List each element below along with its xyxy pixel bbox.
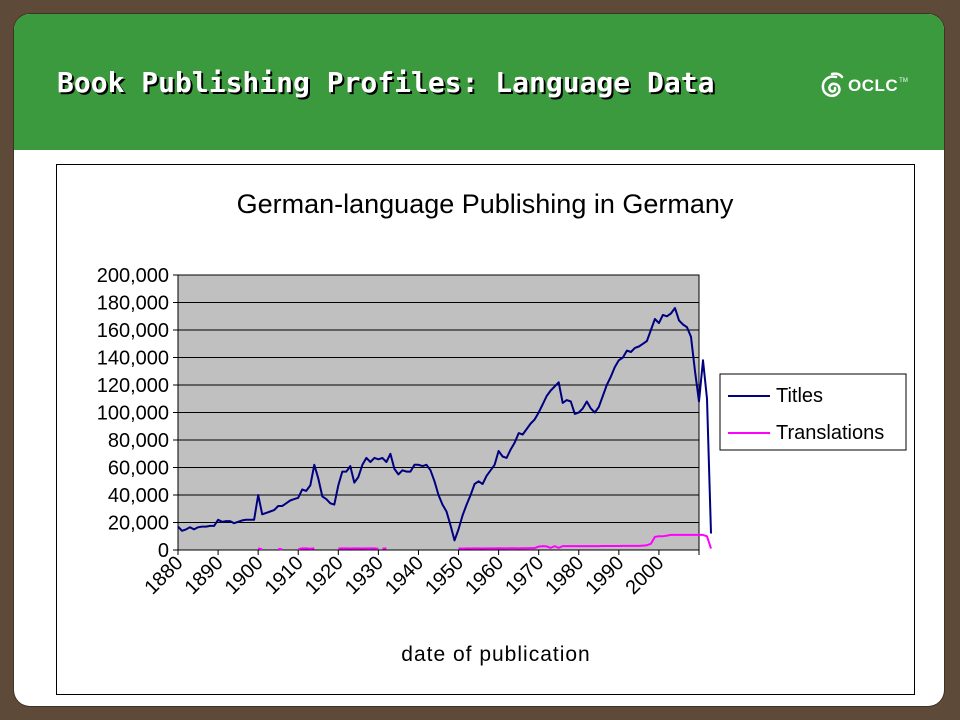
grid-lines: [178, 274, 699, 523]
chart: German-language Publishing in Germany 0 2…: [97, 189, 907, 666]
series-lines: [177, 307, 712, 551]
y-tick-label: 140,000: [97, 348, 169, 370]
x-tick-label: 2000: [621, 552, 668, 599]
x-tick-label: 1880: [141, 552, 188, 599]
x-tick-label: 1960: [461, 552, 508, 599]
x-tick-label: 1990: [581, 552, 628, 599]
x-axis-label: date of publication: [401, 643, 590, 666]
x-tick-label: 1940: [381, 552, 428, 599]
slide: Book Publishing Profiles: Language Data …: [14, 14, 944, 706]
legend-box: [719, 373, 907, 451]
legend-label-titles: Titles: [776, 385, 823, 407]
y-tick-label: 160,000: [97, 320, 169, 342]
series-line-translations: [257, 547, 263, 551]
slide-header: Book Publishing Profiles: Language Data …: [14, 14, 944, 150]
y-tick-label: 120,000: [97, 375, 169, 397]
x-tick-label: 1910: [261, 552, 308, 599]
series-line-titles: [177, 307, 712, 542]
x-tick-label: 1900: [221, 552, 268, 599]
series-line-translations: [338, 547, 379, 550]
y-tick-label: 100,000: [97, 403, 169, 425]
x-tick-label: 1970: [501, 552, 548, 599]
x-tick-label: 1950: [421, 552, 468, 599]
legend-label-translations: Translations: [776, 422, 884, 444]
series-line-translations: [458, 533, 712, 550]
slide-title: Book Publishing Profiles: Language Data: [57, 66, 715, 99]
chart-frame: German-language Publishing in Germany 0 2…: [56, 164, 915, 695]
y-tick-label: 80,000: [108, 430, 169, 452]
y-tick-label: 200,000: [97, 265, 169, 287]
y-tick-label: 60,000: [108, 458, 169, 480]
y-tick-label: 0: [158, 540, 169, 562]
y-tick-label: 20,000: [108, 513, 169, 535]
logo-trademark: TM: [899, 78, 908, 84]
x-axis: 1880189019001910192019301940195019601970…: [141, 550, 700, 599]
oclc-logo-icon: [821, 72, 844, 97]
y-tick-label: 40,000: [108, 485, 169, 507]
series-line-translations: [298, 547, 315, 551]
logo-text: OCLC: [848, 76, 899, 95]
x-tick-label: 1920: [301, 552, 348, 599]
y-tick-label: 180,000: [97, 293, 169, 315]
x-tick-label: 1930: [341, 552, 388, 599]
x-tick-label: 1980: [541, 552, 588, 599]
oclc-logo: OCLC TM: [818, 70, 908, 102]
y-axis: 0 20,000 40,000 60,000 80,000 100,000 120,000 1…: [97, 265, 178, 562]
legend: Titles Translations: [719, 373, 907, 451]
chart-title: German-language Publishing in Germany: [237, 189, 734, 219]
x-tick-label: 1890: [181, 552, 228, 599]
